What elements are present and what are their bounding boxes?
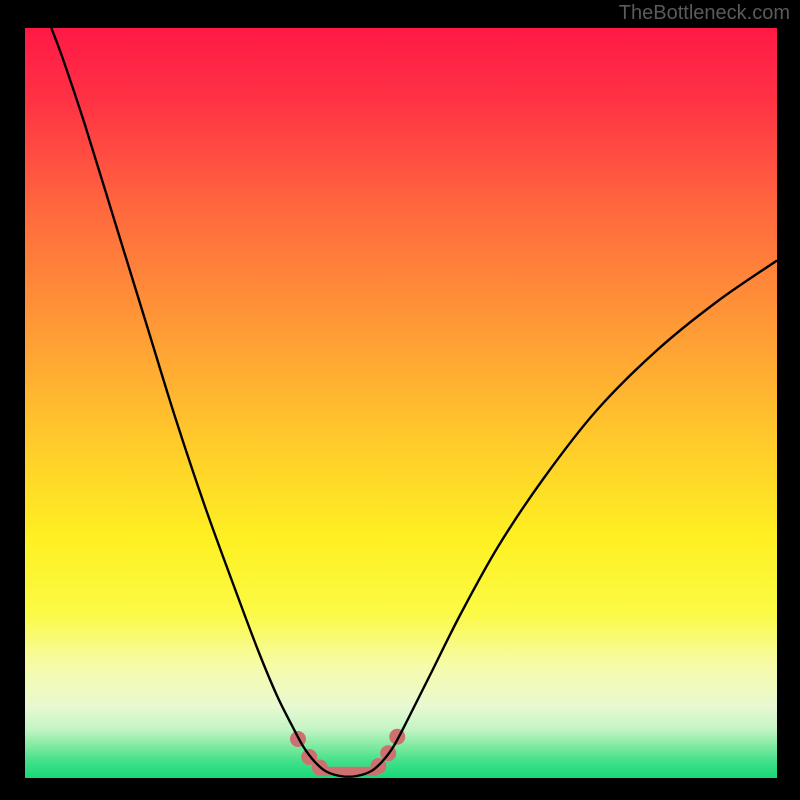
chart-container: TheBottleneck.com	[0, 0, 800, 800]
bottleneck-curve-chart	[0, 0, 800, 800]
watermark-text: TheBottleneck.com	[619, 2, 790, 25]
plot-background	[25, 28, 777, 778]
